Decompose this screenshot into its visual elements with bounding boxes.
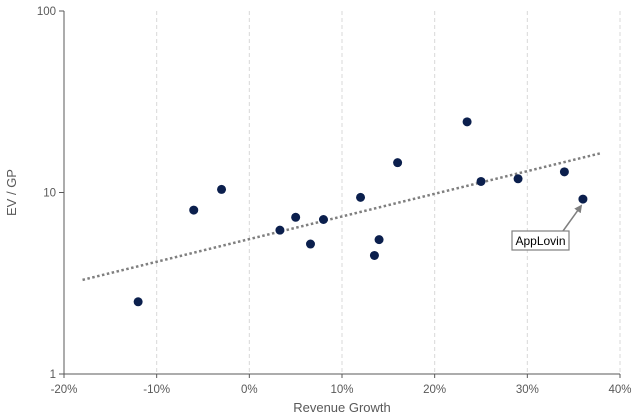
data-point: [318, 214, 328, 224]
x-tick-label: -20%: [51, 384, 78, 396]
data-point: [393, 158, 403, 168]
axes: [59, 10, 621, 378]
x-tick-label: 0%: [241, 384, 258, 396]
data-point: [217, 184, 227, 194]
x-axis-title: Revenue Growth: [293, 400, 391, 415]
annotations: AppLovin: [511, 204, 583, 251]
y-tick-label: 100: [37, 6, 56, 18]
data-point: [369, 250, 379, 260]
x-tick-label: 20%: [423, 384, 446, 396]
data-point: [578, 194, 588, 204]
x-tick-label: 30%: [516, 384, 539, 396]
annotation-label: AppLovin: [515, 234, 565, 248]
y-tick-labels: 1 10 100: [37, 6, 56, 381]
data-point: [356, 192, 366, 202]
data-point: [291, 212, 301, 222]
trendline-group: [82, 151, 602, 282]
trendline: [82, 151, 602, 282]
y-tick-label: 1: [50, 369, 56, 381]
x-tick-label: -10%: [143, 384, 170, 396]
data-point: [305, 239, 315, 249]
annotation-box: [511, 230, 570, 251]
x-tick-label: 40%: [608, 384, 631, 396]
y-axis-title: EV / GP: [4, 169, 19, 216]
data-point: [513, 174, 523, 184]
data-point: [374, 235, 384, 245]
data-points: [133, 117, 588, 307]
y-tick-label: 10: [43, 188, 56, 200]
x-tick-labels: -20% -10% 0% 10% 20% 30% 40%: [51, 384, 632, 396]
gridlines: [156, 11, 621, 374]
annotation-arrow: [562, 204, 583, 232]
data-point: [462, 117, 472, 127]
x-tick-label: 10%: [330, 384, 353, 396]
data-point: [189, 205, 199, 215]
data-point: [476, 176, 486, 186]
data-point: [133, 297, 143, 307]
data-point: [559, 167, 569, 177]
data-point: [275, 225, 285, 235]
